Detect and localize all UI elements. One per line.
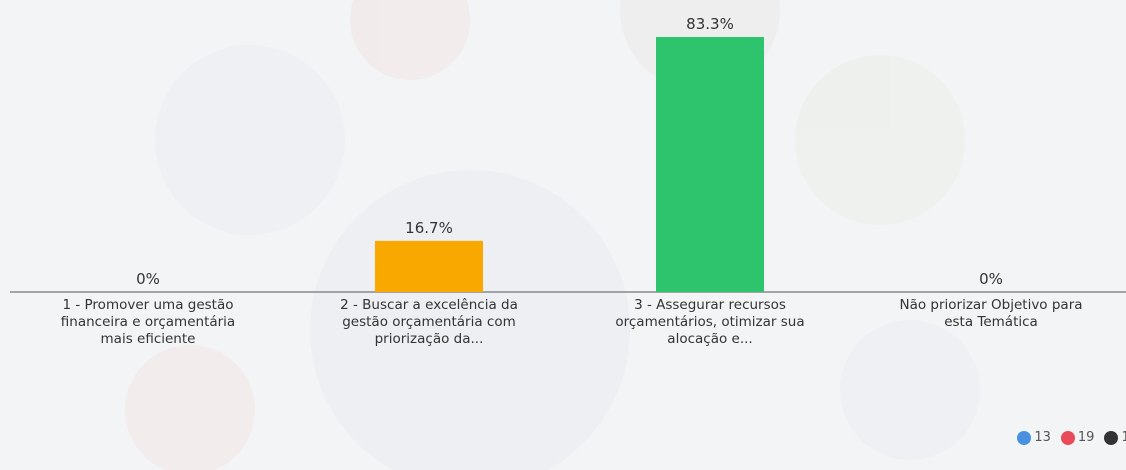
background-art — [125, 0, 980, 470]
category-label: 1 - Promover uma gestão financeira e orç… — [60, 297, 236, 347]
reaction-heart[interactable]: 19 — [1060, 430, 1095, 445]
value-label: 16.7% — [405, 219, 453, 237]
bar — [375, 240, 483, 292]
category-label: 3 - Assegurar recursos orçamentários, ot… — [615, 297, 805, 347]
bar — [656, 37, 764, 292]
reaction-hand[interactable]: 18 — [1104, 430, 1126, 445]
count: 18 — [1121, 430, 1126, 445]
reactions: 13 19 18 — [1017, 430, 1126, 445]
value-label: 0% — [136, 270, 160, 288]
category-label: Não priorizar Objetivo para esta Temátic… — [899, 297, 1083, 330]
reaction-like[interactable]: 13 — [1017, 430, 1051, 445]
count: 19 — [1077, 430, 1095, 445]
count: 13 — [1034, 430, 1051, 445]
category-label: 2 - Buscar a excelência da gestão orçame… — [340, 297, 518, 347]
value-label: 0% — [979, 270, 1003, 288]
value-label: 83.3% — [686, 15, 734, 33]
